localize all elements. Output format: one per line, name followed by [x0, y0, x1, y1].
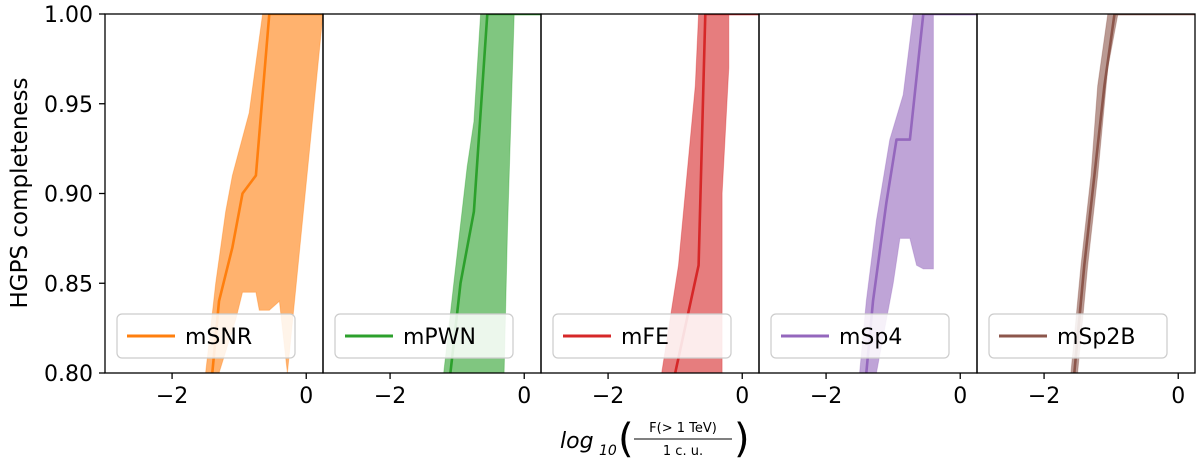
- median-line-mSNR: [211, 14, 323, 373]
- x-label-base: 10: [599, 443, 617, 459]
- legend-mSp2B: mSp2B: [988, 313, 1168, 359]
- legend-box-mSNR: [116, 313, 296, 359]
- x-label-numerator: F(> 1 TeV): [649, 421, 717, 436]
- legend-mFE: mFE: [552, 313, 732, 359]
- x-tick-label-mSp2B-0: −2: [1028, 384, 1060, 409]
- legend-label-mSNR: mSNR: [185, 325, 252, 350]
- x-tick-label-mFE-1: 0: [735, 384, 749, 409]
- y-axis-label: HGPS completeness: [7, 77, 33, 308]
- x-tick-label-mSNR-1: 0: [299, 384, 313, 409]
- panels: −2 0 mSNR −2 0 mPWN −2 0 mFE −2 0 mSp4 −2 0 mSp2B: [104, 13, 1196, 409]
- y-tick-label-0: 0.80: [44, 362, 93, 387]
- panel-mSp2B: −2 0 mSp2B: [976, 13, 1196, 409]
- legend-label-mSp4: mSp4: [839, 325, 902, 350]
- legend-mSp4: mSp4: [770, 313, 950, 359]
- x-tick-label-mSp4-1: 0: [953, 384, 967, 409]
- median-line-mSp2B: [1073, 14, 1195, 373]
- x-tick-label-mPWN-1: 0: [517, 384, 531, 409]
- y-axis: 0.80 0.85 0.90 0.95 1.00: [44, 3, 105, 387]
- x-tick-label-mPWN-0: −2: [374, 384, 406, 409]
- band-mSp4: [859, 14, 977, 373]
- x-label-close-paren: ): [734, 416, 750, 462]
- legend-box-mPWN: [334, 313, 514, 359]
- median-line-mPWN: [449, 14, 541, 373]
- band-mPWN: [443, 14, 541, 373]
- x-tick-label-mSp2B-1: 0: [1171, 384, 1185, 409]
- x-tick-label-mFE-0: −2: [592, 384, 624, 409]
- x-tick-label-mSNR-0: −2: [156, 384, 188, 409]
- panel-mPWN: −2 0 mPWN: [322, 13, 542, 409]
- plot-area-mSp2B: [1070, 14, 1195, 373]
- legend-mSNR: mSNR: [116, 313, 296, 359]
- y-tick-label-2: 0.90: [44, 183, 93, 208]
- median-line-mSp4: [865, 14, 977, 373]
- legend-label-mFE: mFE: [621, 325, 669, 350]
- panel-mFE: −2 0 mFE: [540, 13, 760, 409]
- band-mFE: [661, 14, 759, 373]
- legend-box-mSp4: [770, 313, 950, 359]
- legend-mPWN: mPWN: [334, 313, 514, 359]
- y-tick-label-4: 1.00: [44, 3, 93, 28]
- plot-area-mSp4: [859, 14, 977, 373]
- legend-box-mSp2B: [988, 313, 1168, 359]
- x-axis-label: log 10 ( F(> 1 TeV) 1 c. u. ): [560, 416, 750, 462]
- x-label-func: log: [560, 429, 594, 454]
- y-tick-label-3: 0.95: [44, 93, 93, 118]
- x-tick-label-mSp4-0: −2: [810, 384, 842, 409]
- y-tick-label-1: 0.85: [44, 272, 93, 297]
- legend-box-mFE: [552, 313, 732, 359]
- panel-mSp4: −2 0 mSp4: [758, 13, 978, 409]
- x-label-open-paren: (: [618, 416, 634, 462]
- panel-frame-mSp2B: [976, 13, 1196, 374]
- panel-mSNR: −2 0 mSNR: [104, 13, 324, 409]
- plot-area-mPWN: [443, 14, 541, 373]
- x-label-denominator: 1 c. u.: [663, 444, 703, 459]
- legend-label-mPWN: mPWN: [403, 325, 476, 350]
- legend-label-mSp2B: mSp2B: [1057, 325, 1135, 350]
